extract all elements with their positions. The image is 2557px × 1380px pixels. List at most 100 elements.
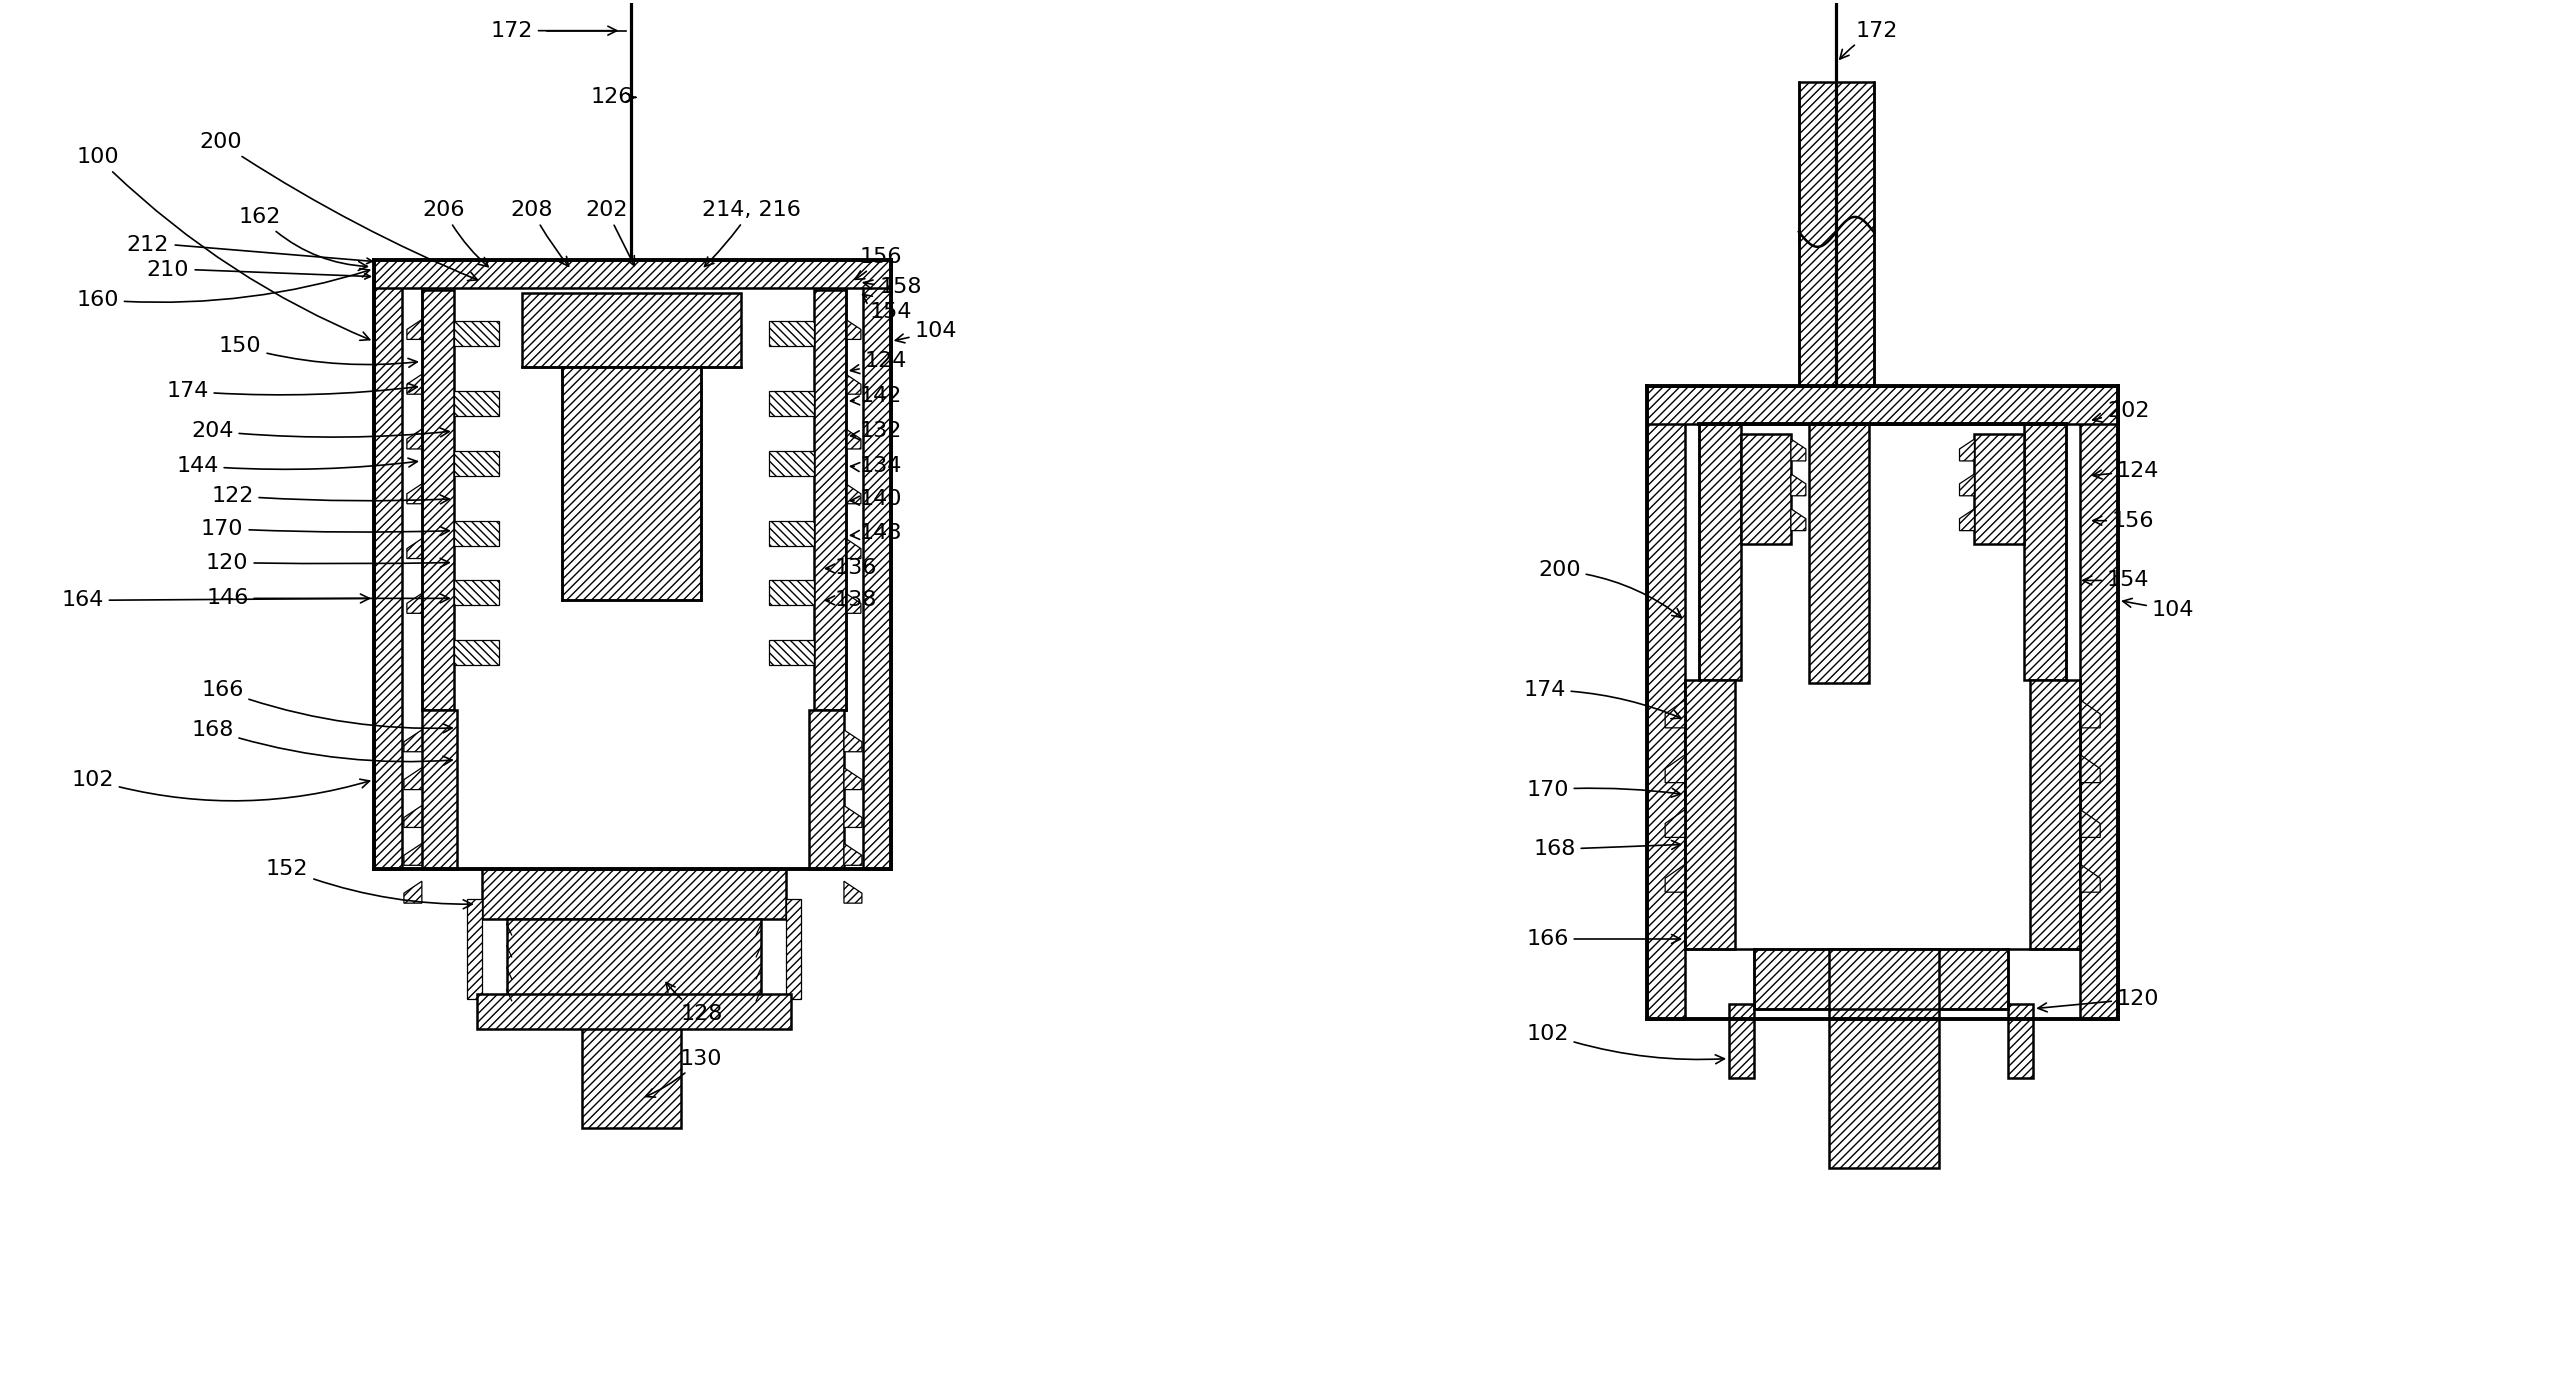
Bar: [808, 709, 844, 869]
Text: 132: 132: [851, 421, 903, 442]
Bar: [770, 322, 813, 346]
Bar: [580, 999, 680, 1129]
Text: 154: 154: [862, 294, 913, 322]
Text: 104: 104: [895, 322, 956, 342]
Text: 172: 172: [1841, 21, 1897, 59]
Polygon shape: [2081, 755, 2099, 782]
Text: 168: 168: [1534, 839, 1680, 860]
Bar: [1685, 680, 1736, 949]
Bar: [770, 520, 813, 545]
Bar: [373, 259, 401, 869]
Bar: [453, 581, 499, 606]
Bar: [2030, 680, 2081, 949]
Bar: [770, 451, 813, 476]
Text: 214, 216: 214, 216: [701, 200, 800, 266]
Polygon shape: [846, 484, 862, 504]
Polygon shape: [404, 767, 422, 789]
Polygon shape: [844, 882, 862, 903]
Bar: [453, 391, 499, 417]
Polygon shape: [844, 730, 862, 752]
Polygon shape: [846, 593, 862, 613]
Text: 134: 134: [851, 455, 903, 476]
Polygon shape: [1665, 755, 1685, 782]
Bar: [770, 581, 813, 606]
Polygon shape: [1665, 700, 1685, 727]
Text: 124: 124: [851, 352, 908, 374]
Text: 146: 146: [207, 588, 450, 609]
Text: 174: 174: [1524, 680, 1680, 719]
Bar: [770, 640, 813, 665]
Bar: [1974, 435, 2025, 544]
Bar: [506, 919, 762, 999]
Bar: [2081, 386, 2117, 1018]
Bar: [2025, 424, 2066, 680]
Polygon shape: [1790, 439, 1805, 461]
Text: 120: 120: [207, 552, 450, 573]
Text: 142: 142: [851, 386, 903, 406]
Text: 208: 208: [511, 200, 568, 266]
Text: 128: 128: [667, 983, 724, 1024]
Text: 168: 168: [192, 720, 453, 765]
Bar: [563, 367, 701, 600]
Text: 170: 170: [202, 519, 450, 538]
Polygon shape: [407, 374, 422, 395]
Polygon shape: [844, 806, 862, 828]
Bar: [453, 640, 499, 665]
Polygon shape: [846, 320, 862, 339]
Polygon shape: [407, 484, 422, 504]
Polygon shape: [1790, 473, 1805, 495]
Bar: [1698, 424, 1741, 680]
Text: 158: 158: [864, 276, 923, 297]
Bar: [1800, 83, 1874, 386]
Text: 160: 160: [77, 269, 371, 309]
Text: 100: 100: [77, 148, 371, 341]
Bar: [522, 293, 742, 367]
Polygon shape: [1665, 810, 1685, 838]
Text: 166: 166: [202, 680, 453, 733]
Text: 166: 166: [1527, 929, 1680, 949]
Bar: [1741, 435, 1790, 544]
Text: 150: 150: [220, 337, 417, 367]
Bar: [468, 900, 481, 999]
Text: 174: 174: [166, 381, 417, 402]
Polygon shape: [2081, 810, 2099, 838]
Polygon shape: [407, 429, 422, 448]
Text: 200: 200: [199, 132, 478, 280]
Bar: [1647, 386, 2117, 424]
Polygon shape: [1959, 439, 1974, 461]
Text: 206: 206: [422, 200, 488, 266]
Bar: [1754, 949, 2007, 1009]
Polygon shape: [846, 374, 862, 395]
Bar: [862, 259, 890, 869]
Bar: [770, 391, 813, 417]
Polygon shape: [1665, 864, 1685, 893]
Text: 212: 212: [125, 235, 169, 255]
Polygon shape: [407, 320, 422, 339]
Polygon shape: [1790, 509, 1805, 531]
Text: 148: 148: [851, 523, 903, 542]
Bar: [481, 869, 785, 919]
Text: 202: 202: [586, 200, 634, 265]
Bar: [422, 290, 453, 709]
Bar: [1808, 424, 1869, 683]
Polygon shape: [2081, 700, 2099, 727]
Bar: [476, 994, 790, 1028]
Bar: [422, 709, 458, 869]
Bar: [373, 259, 890, 277]
Text: 164: 164: [61, 591, 368, 610]
Bar: [453, 451, 499, 476]
Text: 204: 204: [192, 421, 450, 442]
Polygon shape: [1959, 509, 1974, 531]
Text: 144: 144: [176, 455, 417, 476]
Text: 102: 102: [72, 770, 371, 800]
Text: 136: 136: [826, 559, 877, 578]
Text: 202: 202: [2092, 402, 2150, 422]
Polygon shape: [846, 429, 862, 448]
Bar: [373, 259, 890, 287]
Text: 122: 122: [212, 486, 450, 506]
Polygon shape: [404, 843, 422, 865]
Text: 138: 138: [826, 591, 877, 610]
Polygon shape: [1959, 473, 1974, 495]
Text: 162: 162: [238, 207, 368, 270]
Polygon shape: [407, 538, 422, 559]
